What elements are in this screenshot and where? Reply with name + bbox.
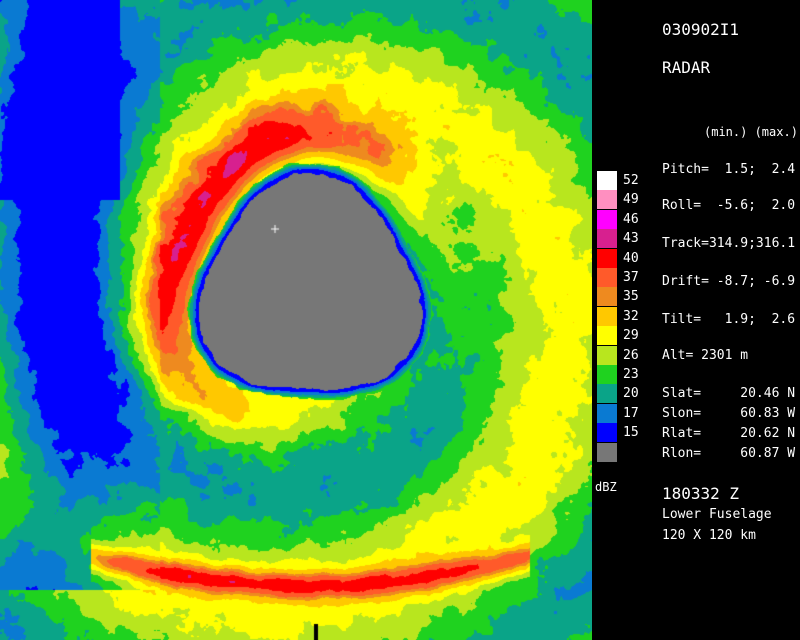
legend-label: 26 — [623, 347, 639, 363]
legend-swatch — [597, 306, 617, 326]
legend-swatch — [597, 229, 617, 249]
rlat-readout: Rlat= 20.62 N — [662, 426, 796, 441]
legend-label: 37 — [623, 270, 639, 285]
pitch-readout: Pitch= 1.5; 2.4 — [662, 162, 796, 177]
legend-swatch — [597, 287, 617, 307]
legend-label: 40 — [623, 250, 639, 266]
altitude-readout: Alt= 2301 m — [662, 348, 749, 363]
track-readout: Track=314.9;316.1 — [662, 236, 796, 251]
legend-swatch — [597, 326, 617, 346]
legend-label: 35 — [623, 289, 639, 305]
legend-swatch — [597, 423, 617, 443]
tilt-readout: Tilt= 1.9; 2.6 — [662, 312, 796, 327]
legend-label: 23 — [623, 367, 639, 382]
legend-swatch — [597, 365, 617, 384]
radar-reflectivity-image — [0, 0, 592, 640]
legend-label: 20 — [623, 386, 639, 402]
stats-header: (min.) (max.) — [704, 125, 798, 139]
legend-swatch — [597, 403, 617, 423]
legend-label: 29 — [623, 328, 639, 344]
legend-label: 46 — [623, 211, 639, 227]
legend-label: 49 — [623, 192, 639, 208]
legend-swatch — [597, 384, 617, 404]
legend-label: 52 — [623, 173, 639, 188]
legend-swatch — [597, 190, 617, 210]
legend-swatch — [597, 171, 617, 190]
flight-id: 030902I1 — [662, 20, 740, 39]
legend-label: 43 — [623, 231, 639, 247]
legend-swatch — [597, 442, 617, 462]
legend-label: 15 — [623, 425, 639, 441]
roll-readout: Roll= -5.6; 2.0 — [662, 198, 796, 213]
time-stamp: 180332 Z — [662, 484, 740, 503]
legend-swatch — [597, 268, 617, 287]
sensor-type: RADAR — [662, 58, 711, 77]
extent-label: 120 X 120 km — [662, 528, 756, 543]
legend-swatch — [597, 345, 617, 365]
legend-swatch — [597, 248, 617, 268]
legend-label: 17 — [623, 405, 639, 421]
legend-label: 32 — [623, 308, 639, 324]
legend-swatch — [597, 209, 617, 229]
slon-readout: Slon= 60.83 W — [662, 406, 796, 421]
rlon-readout: Rlon= 60.87 W — [662, 446, 796, 461]
legend-unit: dBZ — [595, 480, 617, 494]
slat-readout: Slat= 20.46 N — [662, 386, 796, 401]
drift-readout: Drift= -8.7; -6.9 — [662, 274, 796, 289]
antenna-label: Lower Fuselage — [662, 507, 772, 522]
